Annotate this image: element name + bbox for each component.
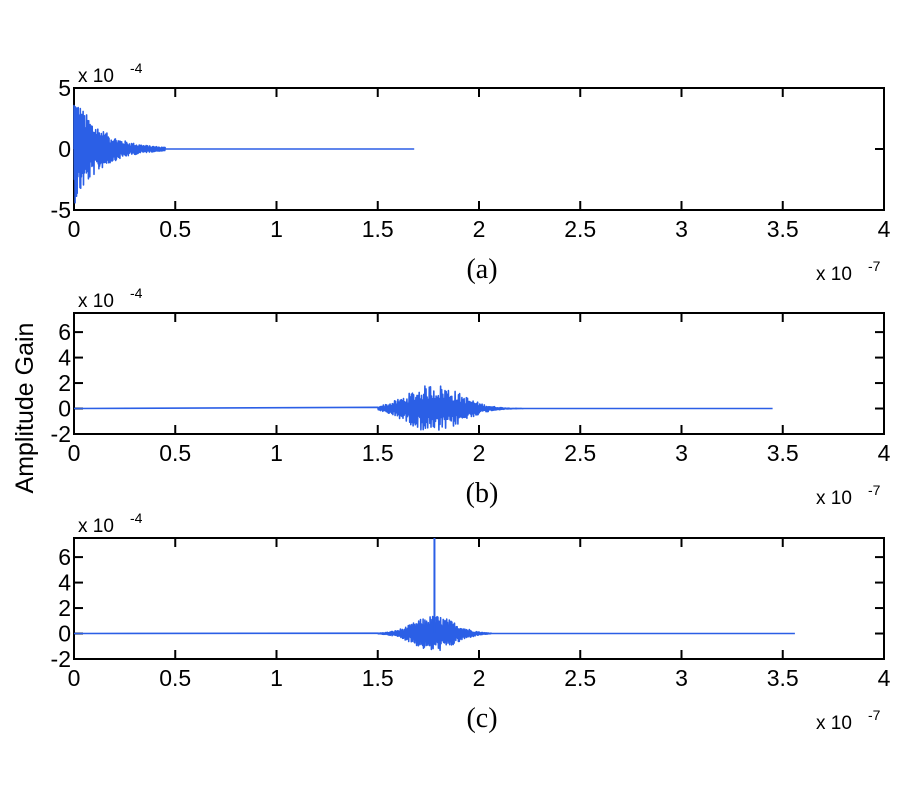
x-tick-label: 2.5 <box>564 665 596 691</box>
y-tick-label: 6 <box>58 544 71 570</box>
panels: 0 0.5 1 1.5 2 2.5 3 3.5 4-505 x 10 -4x 10 -7(a)0 0.5… <box>51 60 891 734</box>
x-tick-label: 0 <box>68 665 81 691</box>
y-tick-label: 0 <box>58 396 71 422</box>
y-multiplier: x 10 <box>78 516 114 537</box>
x-tick-label: 2 <box>473 216 486 242</box>
x-tick-label: 2 <box>473 440 486 466</box>
y-tick-label: -5 <box>51 197 71 223</box>
x-multiplier-exponent: -7 <box>868 258 881 274</box>
x-multiplier-exponent: -7 <box>868 707 881 723</box>
y-tick-label: -2 <box>51 646 71 672</box>
y-tick-label: 0 <box>58 136 71 162</box>
x-tick-label: 1 <box>270 216 283 242</box>
x-tick-label: 4 <box>878 440 891 466</box>
y-tick-label: 6 <box>58 319 71 345</box>
x-multiplier: x 10 <box>816 713 852 734</box>
y-multiplier: x 10 <box>78 291 114 312</box>
x-tick-label: 1.5 <box>362 216 394 242</box>
x-tick-label: 3 <box>675 216 688 242</box>
y-tick-label: 2 <box>58 370 71 396</box>
x-tick-label: 3.5 <box>767 665 799 691</box>
x-tick-label: 3 <box>675 440 688 466</box>
x-tick-label: 3.5 <box>767 216 799 242</box>
x-tick-label: 4 <box>878 665 891 691</box>
panel-a: 0 0.5 1 1.5 2 2.5 3 3.5 4-505 x 10 -4x 10 -7(a) <box>51 60 891 285</box>
panel-label: (c) <box>466 703 497 734</box>
y-multiplier: x 10 <box>78 66 114 87</box>
x-tick-label: 0 <box>68 216 81 242</box>
y-tick-label: 4 <box>58 345 71 371</box>
x-tick-label: 2 <box>473 665 486 691</box>
x-tick-label: 3.5 <box>767 440 799 466</box>
x-tick-label: 0.5 <box>159 665 191 691</box>
x-tick-label: 2.5 <box>564 440 596 466</box>
x-tick-label: 1 <box>270 665 283 691</box>
x-tick-label: 1 <box>270 440 283 466</box>
signal-line <box>73 385 773 431</box>
y-tick-label: 0 <box>58 621 71 647</box>
x-tick-label: 0.5 <box>159 216 191 242</box>
x-multiplier-exponent: -7 <box>868 482 881 498</box>
x-tick-label: 4 <box>878 216 891 242</box>
x-tick-label: 1.5 <box>362 665 394 691</box>
x-tick-label: 3 <box>675 665 688 691</box>
y-tick-label: 2 <box>58 595 71 621</box>
x-tick-label: 0 <box>68 440 81 466</box>
axes-box <box>73 312 885 435</box>
x-tick-label: 2.5 <box>564 216 596 242</box>
panel-label: (b) <box>466 478 499 509</box>
y-tick-label: 5 <box>58 75 71 101</box>
y-multiplier-exponent: -4 <box>130 510 143 526</box>
y-tick-label: -2 <box>51 421 71 447</box>
y-axis-label: Amplitude Gain <box>11 323 39 494</box>
x-multiplier: x 10 <box>816 264 852 285</box>
y-tick-label: 4 <box>58 570 71 596</box>
signal-line <box>73 615 795 652</box>
signal-line <box>73 104 415 204</box>
x-multiplier: x 10 <box>816 488 852 509</box>
x-tick-label: 0.5 <box>159 440 191 466</box>
panel-label: (a) <box>466 254 497 285</box>
axes-box <box>73 537 885 660</box>
y-multiplier-exponent: -4 <box>130 60 143 76</box>
y-multiplier-exponent: -4 <box>130 285 143 301</box>
x-tick-label: 1.5 <box>362 440 394 466</box>
